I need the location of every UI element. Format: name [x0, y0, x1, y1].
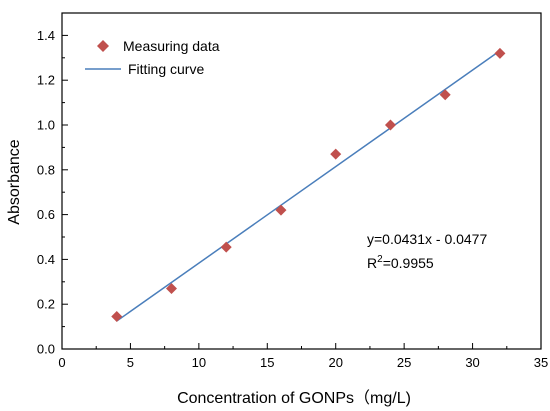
y-tick-label: 0.8 [37, 162, 55, 177]
x-tick-label: 30 [465, 355, 479, 370]
axis-ticks: 0 5 10 15 20 25 30 35 0.0 0.2 0.4 0.6 0.8 1.0 1.2 1.4 [37, 28, 548, 370]
y-tick-label: 0.6 [37, 207, 55, 222]
data-points [111, 47, 506, 323]
r2-superscript: 2 [377, 254, 383, 265]
data-point [165, 283, 177, 295]
legend-label-measuring: Measuring data [123, 38, 220, 54]
data-point [384, 119, 396, 131]
data-point [275, 204, 287, 216]
x-tick-label: 35 [534, 355, 548, 370]
plot-frame [61, 12, 542, 350]
data-point [494, 47, 506, 59]
fit-line-layer [116, 50, 501, 322]
y-axis-title: Absorbance [6, 139, 23, 224]
y-tick-label: 0.0 [37, 342, 55, 357]
y-tick-label: 1.4 [37, 28, 55, 43]
y-tick-label: 0.2 [37, 297, 55, 312]
data-point [111, 311, 123, 323]
r2-value: =0.9955 [383, 255, 434, 271]
fit-r-squared: R2=0.9955 [367, 254, 434, 271]
y-tick-label: 0.4 [37, 252, 55, 267]
legend: Measuring data Fitting curve [85, 38, 220, 77]
fit-equation: y=0.0431x - 0.0477 [367, 231, 487, 247]
fitting-curve-line [116, 50, 501, 322]
fit-annotation: y=0.0431x - 0.0477 R2=0.9955 [367, 231, 487, 271]
x-tick-label: 5 [127, 355, 134, 370]
legend-marker-measuring [97, 40, 109, 52]
x-axis-title: Concentration of GONPs（mg/L) [177, 389, 411, 407]
x-tick-label: 0 [58, 355, 65, 370]
legend-label-fitting: Fitting curve [128, 61, 204, 77]
y-tick-label: 1.0 [37, 118, 55, 133]
x-tick-label: 10 [192, 355, 206, 370]
x-tick-label: 25 [397, 355, 411, 370]
y-tick-label: 1.2 [37, 73, 55, 88]
x-tick-label: 20 [328, 355, 342, 370]
x-tick-label: 15 [260, 355, 274, 370]
data-point [439, 89, 451, 101]
data-point [220, 241, 232, 253]
r2-prefix: R [367, 255, 377, 271]
data-point [330, 148, 342, 160]
